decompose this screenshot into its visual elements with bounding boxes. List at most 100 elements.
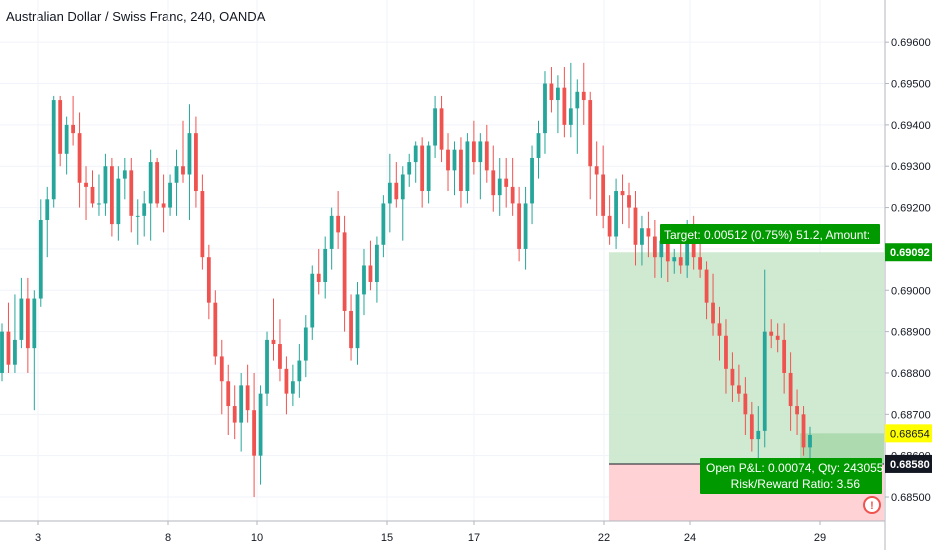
candle-body (116, 178, 121, 225)
candle-body (6, 331, 11, 365)
y-tick-label: 0.68900 (891, 327, 931, 339)
candle-body (297, 360, 302, 382)
candle-body (517, 203, 522, 249)
candle-body (736, 385, 741, 394)
candle-body (782, 339, 787, 373)
candle-body (387, 182, 392, 204)
candle-body (536, 133, 541, 158)
current-price-tag (885, 424, 932, 443)
candle-body (446, 149, 450, 171)
candle-body (329, 215, 334, 249)
candle-body (200, 191, 205, 258)
candle-body (161, 203, 166, 208)
candle-body (135, 215, 140, 217)
candle-body (103, 166, 108, 204)
candle-body (556, 87, 560, 101)
x-tick-label: 29 (814, 532, 826, 544)
candle-body (762, 331, 767, 431)
x-tick-label: 8 (165, 532, 171, 544)
candle-body (368, 265, 373, 283)
candle-body (672, 257, 677, 262)
candle-body (665, 240, 670, 262)
candle-body (594, 166, 599, 175)
y-tick-label: 0.69500 (891, 79, 931, 91)
candle-body (724, 335, 728, 369)
candle-body (788, 372, 793, 407)
x-tick-label: 15 (381, 532, 393, 544)
candle-body (601, 174, 606, 216)
x-tick-label: 17 (468, 532, 480, 544)
candle-body (122, 170, 127, 179)
candle-body (349, 310, 353, 349)
candle-body (698, 257, 703, 270)
candle-body (38, 219, 43, 299)
candle-body (749, 414, 754, 440)
candle-body (478, 141, 483, 163)
y-tick-label: 0.68800 (891, 368, 931, 380)
candle-body (265, 339, 269, 394)
candle-body (543, 83, 547, 134)
pnl-label-line1: Open P&L: 0.00074, Qty: 243055 (706, 461, 884, 475)
candle-body (187, 133, 192, 175)
candle-body (258, 393, 263, 456)
candle-body (549, 83, 554, 101)
candle-body (174, 166, 179, 183)
candle-body (452, 149, 457, 171)
candle-body (439, 108, 444, 150)
candle-body (808, 434, 812, 448)
candle-body (310, 273, 315, 328)
candle-body (342, 232, 347, 311)
alert-icon (863, 496, 881, 514)
candle-body (32, 298, 37, 349)
candle-body (614, 191, 618, 237)
candle-body (109, 166, 114, 225)
candle-body (0, 331, 4, 373)
candle-body (77, 133, 82, 183)
candle-body (523, 203, 528, 249)
candle-body (206, 257, 211, 303)
current-price-text: 0.68654 (890, 428, 930, 440)
target-label-text: Target: 0.00512 (0.75%) 51.2, Amount: (664, 228, 870, 242)
candle-body (433, 108, 437, 146)
candle-body (633, 207, 638, 245)
candle-body (58, 100, 63, 154)
candle-body (336, 215, 341, 233)
candle-body (148, 162, 153, 204)
pnl-label-box (700, 458, 882, 494)
candle-body (743, 393, 748, 415)
candle-body (620, 191, 625, 196)
candle-body (284, 368, 289, 394)
candle-body (717, 323, 722, 336)
candle-body (504, 178, 509, 187)
candle-body (64, 124, 69, 154)
candles (0, 62, 812, 498)
candle-body (278, 344, 282, 369)
y-tick-label: 0.69300 (891, 161, 931, 173)
candle-body (646, 228, 651, 237)
candle-body (394, 182, 399, 200)
candle-body (530, 157, 534, 204)
candle-body (155, 162, 160, 204)
candle-body (465, 141, 470, 192)
y-tick-label: 0.69400 (891, 120, 931, 132)
entry-price-tag (885, 454, 932, 473)
candle-body (459, 149, 463, 192)
profit-zone (609, 252, 884, 464)
candle-body (97, 203, 101, 205)
candle-body (51, 100, 56, 200)
candle-body (562, 87, 567, 125)
candle-body (290, 381, 295, 394)
candle-body (245, 385, 250, 411)
candle-body (756, 430, 761, 440)
candle-body (129, 170, 134, 216)
y-tick-label: 0.68500 (891, 492, 931, 504)
candle-body (484, 141, 489, 171)
candle-body (568, 108, 573, 125)
candle-body (471, 141, 476, 163)
position-labels: Target: 0.00512 (0.75%) 51.2, Amount: 0.6… (660, 224, 932, 514)
candle-body (652, 236, 657, 258)
target-price-tag (885, 243, 932, 262)
target-price-text: 0.69092 (890, 247, 930, 259)
candle-body (194, 133, 198, 192)
